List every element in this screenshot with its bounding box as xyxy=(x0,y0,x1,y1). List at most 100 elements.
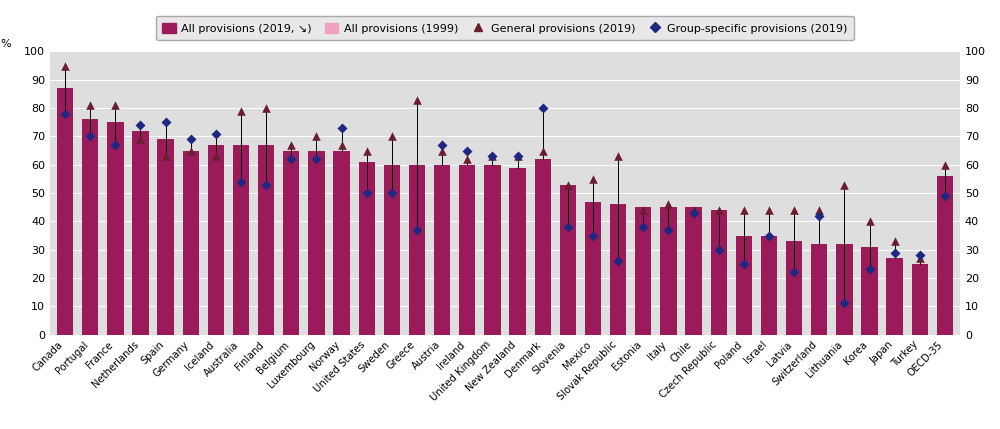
Point xyxy=(82,133,98,140)
Point xyxy=(183,136,199,143)
Point xyxy=(183,147,199,154)
Point xyxy=(484,153,500,160)
Bar xyxy=(157,269,174,335)
Bar xyxy=(434,165,450,335)
Point xyxy=(560,224,576,230)
Bar xyxy=(912,278,928,335)
Point xyxy=(660,201,676,208)
Point xyxy=(635,207,651,214)
Bar xyxy=(610,292,626,335)
Point xyxy=(786,207,802,214)
Point xyxy=(409,227,425,233)
Point xyxy=(937,193,953,199)
Bar xyxy=(308,309,325,335)
Point xyxy=(409,96,425,103)
Point xyxy=(233,108,249,115)
Bar xyxy=(736,287,752,335)
Point xyxy=(384,190,400,196)
Point xyxy=(887,249,903,256)
Bar xyxy=(861,278,878,335)
Point xyxy=(862,266,878,273)
Bar xyxy=(258,145,274,335)
Bar xyxy=(736,236,752,335)
Bar xyxy=(585,278,601,335)
Bar xyxy=(836,306,853,335)
Bar xyxy=(57,236,73,335)
Bar xyxy=(409,287,425,335)
Point xyxy=(57,62,73,69)
Point xyxy=(308,133,324,140)
Bar xyxy=(283,289,299,335)
Bar xyxy=(384,247,400,335)
Bar xyxy=(836,244,853,335)
Point xyxy=(811,212,827,219)
Bar xyxy=(886,278,903,335)
Bar xyxy=(937,176,953,335)
Bar xyxy=(560,184,576,335)
Point xyxy=(887,238,903,245)
Bar xyxy=(258,289,274,335)
Point xyxy=(560,181,576,188)
Bar xyxy=(660,287,677,335)
Point xyxy=(283,142,299,148)
Bar xyxy=(82,119,98,335)
Point xyxy=(459,147,475,154)
Bar xyxy=(786,272,802,335)
Point xyxy=(862,218,878,225)
Point xyxy=(308,156,324,163)
Point xyxy=(686,207,702,214)
Bar xyxy=(333,258,350,335)
Bar xyxy=(233,145,249,335)
Bar xyxy=(384,165,400,335)
Bar xyxy=(208,145,224,335)
Legend: All provisions (2019, ↘), All provisions (1999), General provisions (2019), Grou: All provisions (2019, ↘), All provisions… xyxy=(156,16,854,40)
Bar xyxy=(711,287,727,335)
Point xyxy=(57,110,73,117)
Point xyxy=(912,255,928,262)
Point xyxy=(635,224,651,230)
Bar xyxy=(761,287,777,335)
Point xyxy=(334,142,350,148)
Bar xyxy=(132,131,149,335)
Bar xyxy=(912,264,928,335)
Point xyxy=(610,257,626,264)
Point xyxy=(736,207,752,214)
Bar xyxy=(208,269,224,335)
Point xyxy=(359,190,375,196)
Bar xyxy=(761,236,777,335)
Bar xyxy=(233,275,249,335)
Bar xyxy=(535,250,551,335)
Point xyxy=(660,227,676,233)
Point xyxy=(836,181,852,188)
Bar xyxy=(183,151,199,335)
Point xyxy=(258,181,274,188)
Bar xyxy=(283,151,299,335)
Point xyxy=(761,207,777,214)
Bar xyxy=(107,122,124,335)
Bar xyxy=(711,210,727,335)
Point xyxy=(107,102,123,109)
Point xyxy=(686,209,702,216)
Point xyxy=(535,147,551,154)
Point xyxy=(937,161,953,168)
Bar xyxy=(157,139,174,335)
Point xyxy=(836,300,852,307)
Bar xyxy=(409,165,425,335)
Point xyxy=(711,207,727,214)
Bar xyxy=(308,151,325,335)
Bar xyxy=(886,258,903,335)
Point xyxy=(585,175,601,182)
Bar xyxy=(484,165,501,335)
Point xyxy=(585,232,601,239)
Point xyxy=(208,153,224,160)
Point xyxy=(434,142,450,148)
Point xyxy=(334,124,350,131)
Bar xyxy=(82,298,98,335)
Point xyxy=(132,122,148,129)
Point xyxy=(535,105,551,112)
Bar xyxy=(459,165,475,335)
Point xyxy=(510,153,526,160)
Bar xyxy=(359,162,375,335)
Bar xyxy=(786,241,802,335)
Point xyxy=(912,252,928,259)
